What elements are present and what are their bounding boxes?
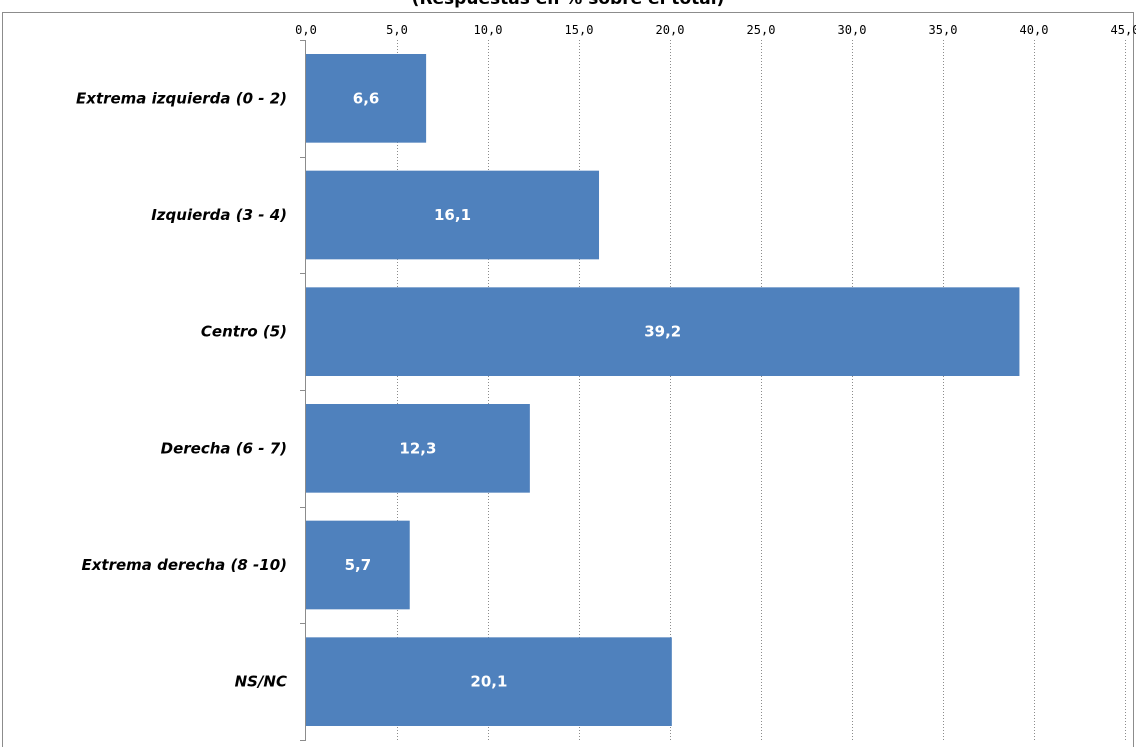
bar-value-label: 39,2 [644, 323, 681, 341]
x-tick-label: 20,0 [656, 23, 685, 37]
bar-value-label: 20,1 [470, 673, 507, 691]
labels: 6,6 Extrema izquierda (0 - 2) 16,1 Izquierd… [76, 89, 681, 690]
x-tick-label: 25,0 [747, 23, 776, 37]
chart-title: (Respuestas en % sobre el total) [412, 0, 725, 9]
category-label: Izquierda (3 - 4) [151, 206, 287, 224]
bar [306, 170, 600, 260]
bars [306, 54, 1020, 726]
plot-frame [2, 12, 1134, 747]
category-label: NS/NC [235, 673, 287, 691]
bar-value-label: 12,3 [399, 439, 436, 457]
x-tick-label: 45,0 [1111, 23, 1136, 37]
bar [306, 520, 410, 610]
x-tick-label: 5,0 [386, 23, 408, 37]
x-tick-label: 15,0 [565, 23, 594, 37]
bar [306, 287, 1020, 376]
x-tick-label: 35,0 [929, 23, 958, 37]
bar-value-label: 6,6 [353, 89, 380, 107]
category-label: Extrema derecha (8 -10) [81, 556, 287, 574]
x-tick-label: 30,0 [838, 23, 867, 37]
x-tick-label: 0,0 [295, 23, 317, 37]
category-label: Centro (5) [201, 323, 287, 341]
bar [306, 54, 427, 143]
x-tick-label: 40,0 [1020, 23, 1049, 37]
axes: 0,0 5,0 10,0 15,0 20,0 25,0 30,0 35,0 40,0 45,0 [295, 23, 1136, 741]
bar-value-label: 5,7 [345, 556, 372, 574]
x-tick-label: 10,0 [474, 23, 503, 37]
bar-value-label: 16,1 [434, 206, 471, 224]
bar [306, 637, 672, 726]
category-label: Derecha (6 - 7) [161, 439, 287, 457]
bar [306, 404, 530, 493]
category-label: Extrema izquierda (0 - 2) [76, 89, 287, 107]
gridlines [397, 40, 1126, 740]
